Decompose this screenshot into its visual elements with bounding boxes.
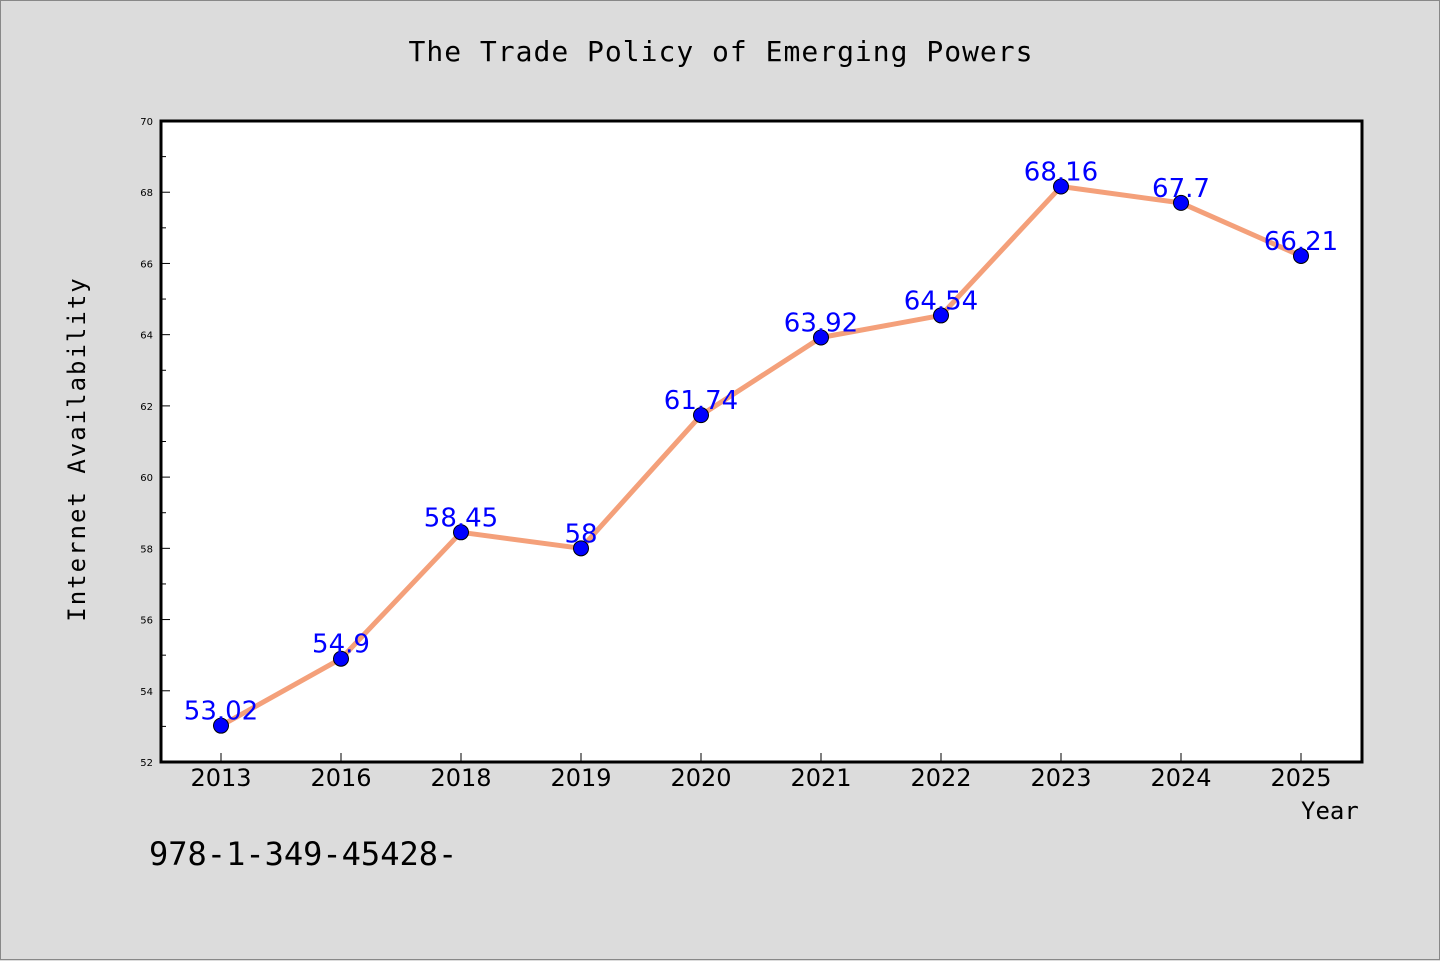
y-tick-label: 70: [140, 117, 153, 128]
x-tick-label: 2023: [1030, 764, 1091, 792]
data-label: 66.21: [1264, 227, 1338, 257]
data-point: [453, 524, 469, 541]
data-label: 58.45: [424, 503, 498, 533]
data-label: 53.02: [184, 697, 258, 727]
data-label: 64.54: [904, 286, 978, 316]
data-point: [1173, 194, 1189, 211]
data-label: 61.74: [664, 386, 738, 416]
y-axis-label: Internet Availability: [63, 276, 91, 622]
data-label: 54.9: [312, 630, 370, 660]
x-tick-label: 2016: [310, 764, 371, 792]
data-label: 63.92: [784, 309, 858, 339]
x-tick-label: 2019: [550, 764, 611, 792]
y-tick-label: 54: [140, 687, 153, 698]
y-tick-label: 62: [140, 402, 153, 413]
data-label: 68.16: [1024, 158, 1098, 188]
series-markers: [213, 178, 1309, 734]
data-point: [933, 307, 949, 324]
x-tick-label: 2021: [790, 764, 851, 792]
y-tick-label: 68: [140, 188, 153, 199]
y-tick-label: 64: [140, 331, 153, 342]
data-point: [213, 717, 229, 734]
data-point: [1293, 247, 1309, 264]
x-tick-label: 2025: [1270, 764, 1331, 792]
plot-area: [159, 119, 1364, 764]
y-tick-label: 56: [140, 616, 153, 627]
y-axis: 52 54 56 58 60 62 64 66 68 70: [140, 117, 170, 769]
series-line: [218, 184, 1304, 729]
footer-code: 978-1-349-45428-: [149, 835, 458, 873]
x-axis: 2013 2016 2018 2019 2020 2021 2022 2023 2024 2025: [190, 753, 1332, 792]
data-labels: 53.02 54.9 58.45 58 61.74 63.92 64.54 68.16 67.7…: [184, 158, 1338, 727]
x-tick-label: 2020: [670, 764, 731, 792]
data-label: 67.7: [1152, 174, 1210, 204]
data-point: [693, 407, 709, 424]
x-tick-label: 2013: [190, 764, 251, 792]
x-tick-label: 2018: [430, 764, 491, 792]
data-point: [333, 650, 349, 667]
data-point: [573, 540, 589, 557]
y-tick-label: 58: [140, 544, 153, 555]
x-tick-label: 2022: [910, 764, 971, 792]
data-point: [1053, 178, 1069, 195]
data-point: [813, 329, 829, 346]
y-tick-label: 66: [140, 259, 153, 270]
x-tick-label: 2024: [1150, 764, 1211, 792]
y-tick-label: 60: [140, 473, 153, 484]
x-axis-label: Year: [1301, 797, 1359, 825]
chart-title: The Trade Policy of Emerging Powers: [408, 35, 1034, 68]
y-tick-label: 52: [140, 758, 153, 769]
data-label: 58: [564, 519, 597, 549]
